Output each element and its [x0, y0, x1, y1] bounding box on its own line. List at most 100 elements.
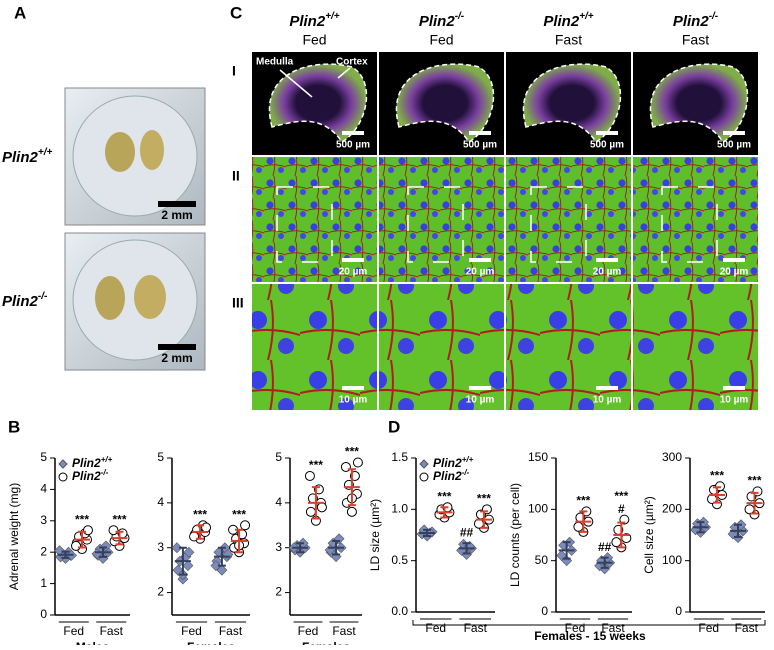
significance: ##: [598, 540, 612, 554]
inset-box: [276, 186, 333, 263]
x-tick-label: Fed: [425, 621, 446, 635]
genotype-sup: +/+: [579, 11, 594, 22]
significance: ***: [193, 507, 207, 521]
y-tick-label: 0: [675, 604, 682, 618]
y-tick-label: 4: [275, 495, 282, 509]
legend-name: Plin2: [72, 456, 101, 470]
mean-error-bar: [111, 530, 128, 546]
column-header: Plin2+/+: [289, 11, 339, 30]
point: [316, 502, 327, 513]
scale-bar: [469, 258, 491, 262]
panel-letter: A: [14, 3, 26, 22]
significance: ***: [477, 492, 491, 506]
scale-label: 10 µm: [339, 395, 368, 406]
point: [108, 525, 119, 536]
dish: [72, 95, 198, 217]
panel-letter: D: [388, 417, 400, 436]
significance: ##: [460, 525, 474, 539]
scale-bar: [158, 201, 196, 207]
mean-error-bar: [692, 521, 709, 534]
legend-marker: [419, 472, 429, 482]
gland-section: [522, 63, 622, 144]
genotype-sup: -/-: [455, 11, 465, 22]
mean-error-bar: [709, 486, 725, 504]
micrograph: [379, 157, 504, 282]
scale-label: 20 µm: [720, 267, 749, 278]
significance: ***: [576, 494, 590, 508]
inset-box: [530, 186, 587, 263]
micrograph: [633, 284, 758, 410]
mean-error-bar: [596, 556, 613, 569]
point: [171, 542, 183, 554]
x-tick-label: Fast: [219, 624, 243, 638]
point: [240, 520, 251, 531]
y-tick-label: 150: [528, 450, 548, 464]
scale-bar: [723, 258, 745, 262]
x-tick-label: Fast: [601, 621, 625, 635]
legend-label: Plin2+/+: [72, 455, 113, 470]
micrograph: [633, 157, 758, 282]
genotype-label: Plin2-/-: [2, 291, 48, 310]
arrow: [279, 69, 313, 98]
y-tick-label: 100: [662, 553, 682, 567]
scale-bar: [596, 258, 618, 262]
legend-name: Plin2: [433, 456, 462, 470]
point: [222, 549, 234, 560]
row-label: III: [232, 295, 244, 311]
x-subtitle: Females: [302, 640, 350, 645]
x-tick-label: Fast: [100, 624, 124, 638]
gland-section: [395, 63, 495, 144]
y-tick-label: 5: [275, 450, 282, 464]
y-tick-label: 300: [662, 450, 682, 464]
y-tick-label: 4: [40, 482, 47, 496]
row-label: I: [232, 63, 236, 79]
y-tick-label: 0.0: [391, 604, 408, 618]
significance: ***: [309, 458, 323, 472]
point: [216, 564, 228, 576]
x-tick-label: Fed: [181, 624, 202, 638]
y-tick-label: 1.0: [391, 502, 408, 516]
condition: Fed: [302, 32, 326, 48]
point: [71, 540, 81, 551]
scale-label: 20 µm: [593, 267, 622, 278]
genotype-label: Plin2+/+: [2, 147, 52, 166]
inset-box: [407, 186, 464, 263]
mean-error-bar: [613, 521, 630, 549]
genotype: Plin2: [543, 13, 580, 30]
point: [352, 457, 363, 468]
genotype-sup: -/-: [709, 11, 719, 22]
x-subtitle: Females: [187, 640, 235, 645]
x-tick-label: Fed: [698, 621, 719, 635]
scale-label: 2 mm: [161, 351, 192, 365]
mean-error-bar: [746, 491, 763, 515]
y-tick-label: 4: [157, 495, 164, 509]
point: [183, 546, 195, 558]
y-tick-label: 0: [541, 604, 548, 618]
scale-bar: [596, 386, 618, 390]
scale-bar: [469, 131, 491, 135]
gland-section: [649, 63, 749, 144]
footer: Females - 15 weeks: [534, 629, 646, 643]
mean-error-bar: [95, 546, 111, 558]
scale-bar: [342, 258, 364, 262]
mean-error-bar: [575, 510, 592, 533]
legend-sup: -/-: [101, 468, 109, 477]
scale-bar: [342, 386, 364, 390]
legend-sup: +/+: [462, 455, 474, 464]
genotype: Plin2: [2, 293, 39, 310]
scale-label: 500 µm: [590, 140, 624, 151]
legend-label: Plin2-/-: [433, 468, 470, 483]
annotation: Cortex: [336, 57, 368, 68]
mean-error-bar: [458, 542, 475, 555]
y-axis-label: Adrenal weight (mg): [7, 483, 21, 590]
mean-error-bar: [343, 468, 360, 507]
significance: ***: [75, 512, 89, 526]
row-label: II: [232, 168, 240, 184]
mean-error-bar: [231, 528, 248, 554]
x-tick-label: Fed: [565, 621, 586, 635]
y-tick-label: 2: [40, 544, 47, 558]
genotype: Plin2: [673, 13, 710, 30]
mean-error-bar: [192, 524, 209, 540]
